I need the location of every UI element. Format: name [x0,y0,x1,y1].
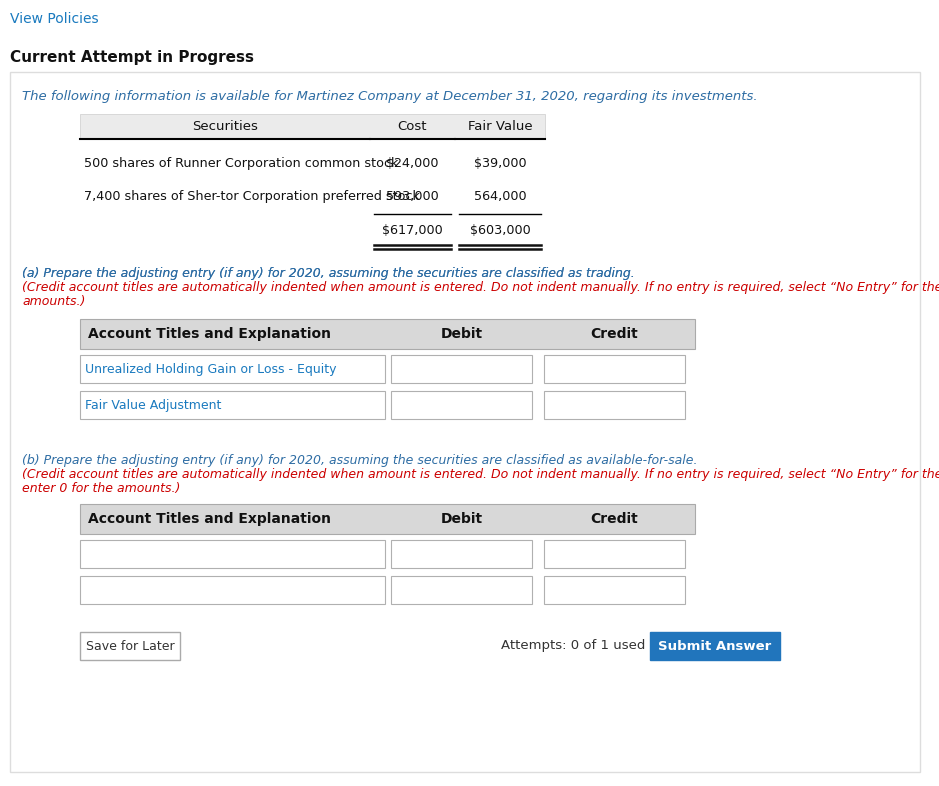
Text: (a) Prepare the adjusting entry (if any) for 2020, assuming the securities are c: (a) Prepare the adjusting entry (if any)… [22,267,939,280]
Bar [391,391,532,419]
Text: Debit: Debit [440,512,483,526]
Text: 7,400 shares of Sher-tor Corporation preferred stock: 7,400 shares of Sher-tor Corporation pre… [84,190,420,203]
Text: Securities: Securities [192,120,258,133]
Text: (Credit account titles are automatically indented when amount is entered. Do not: (Credit account titles are automatically… [22,468,939,481]
Text: $617,000: $617,000 [382,224,443,237]
Bar [80,391,385,419]
Text: Save for Later: Save for Later [85,640,175,652]
Bar [544,355,685,383]
Bar [80,114,545,139]
Text: Current Attempt in Progress: Current Attempt in Progress [10,50,254,65]
Bar [80,319,695,349]
Text: (b) Prepare the adjusting entry (if any) for 2020, assuming the securities are c: (b) Prepare the adjusting entry (if any)… [22,454,701,467]
Text: 564,000: 564,000 [473,190,527,203]
Bar [80,504,695,534]
Bar [80,576,385,604]
Text: Cost: Cost [398,120,427,133]
Text: amounts.): amounts.) [22,295,85,308]
Bar [391,540,532,568]
Text: Fair Value Adjustment: Fair Value Adjustment [85,399,222,412]
Text: The following information is available for Martinez Company at December 31, 2020: The following information is available f… [22,90,758,103]
Bar [10,72,920,772]
Text: 593,000: 593,000 [386,190,439,203]
Text: View Policies: View Policies [10,12,99,26]
Text: Debit: Debit [440,327,483,341]
Bar [391,355,532,383]
Bar [80,540,385,568]
Text: Account Titles and Explanation: Account Titles and Explanation [88,512,331,526]
Text: Submit Answer: Submit Answer [658,640,772,652]
Text: enter 0 for the amounts.): enter 0 for the amounts.) [22,482,180,495]
Text: (a) Prepare the adjusting entry (if any) for 2020, assuming the securities are c: (a) Prepare the adjusting entry (if any)… [22,267,639,280]
Bar [544,576,685,604]
Text: Attempts: 0 of 1 used: Attempts: 0 of 1 used [500,640,645,652]
Text: Credit: Credit [591,327,639,341]
Bar [80,355,385,383]
Text: (Credit account titles are automatically indented when amount is entered. Do not: (Credit account titles are automatically… [22,281,939,294]
Text: $39,000: $39,000 [473,157,527,170]
Text: (a) Prepare the adjusting entry (if any) for 2020, assuming the securities are c: (a) Prepare the adjusting entry (if any)… [22,267,639,280]
Text: Fair Value: Fair Value [468,120,532,133]
Bar [650,632,780,660]
Text: Credit: Credit [591,512,639,526]
Text: $24,000: $24,000 [386,157,439,170]
Text: 500 shares of Runner Corporation common stock: 500 shares of Runner Corporation common … [84,157,398,170]
Text: Unrealized Holding Gain or Loss - Equity: Unrealized Holding Gain or Loss - Equity [85,362,336,376]
Text: $603,000: $603,000 [470,224,531,237]
Text: Account Titles and Explanation: Account Titles and Explanation [88,327,331,341]
Bar [391,576,532,604]
Bar [544,540,685,568]
Bar [80,632,180,660]
Bar [544,391,685,419]
